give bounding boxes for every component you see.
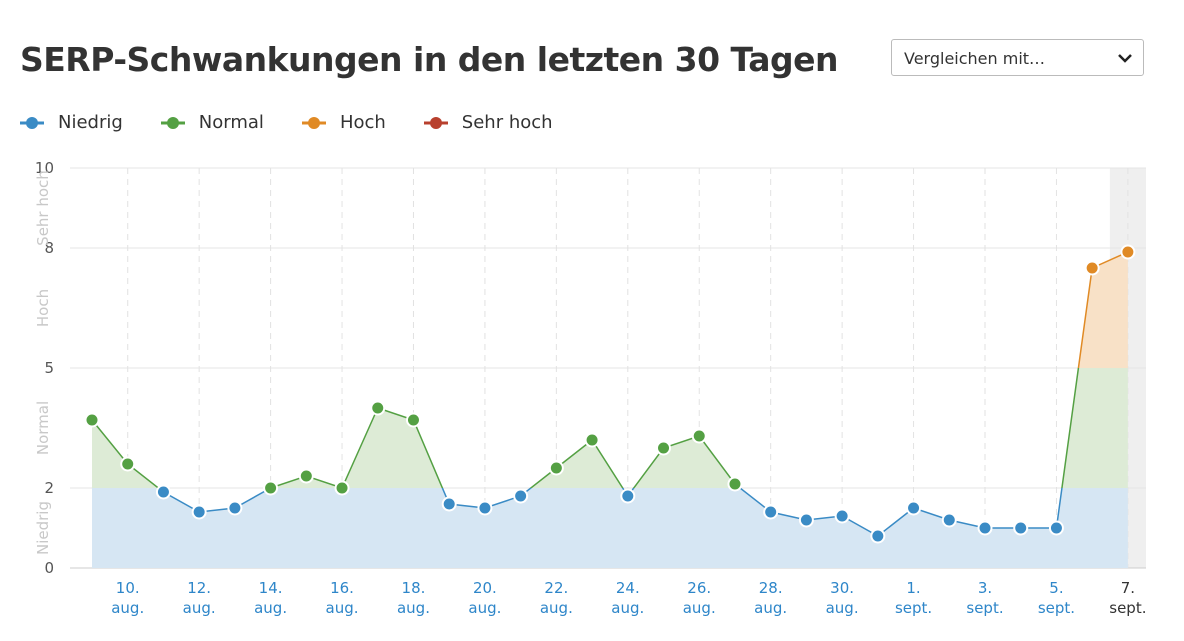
x-tick-label: 20. aug. <box>468 579 502 617</box>
x-tick-label: 10. aug. <box>111 579 145 617</box>
point <box>477 500 493 516</box>
point <box>691 428 707 444</box>
point <box>1013 520 1029 536</box>
legend-label: Hoch <box>339 112 386 133</box>
x-tick-label: 1. sept. <box>894 579 933 617</box>
chevron <box>1118 54 1132 63</box>
legend-label: Normal <box>198 112 264 133</box>
point <box>584 432 600 448</box>
legend-item[interactable]: Niedrig <box>20 112 123 133</box>
level-label: Hoch <box>34 289 52 327</box>
compare-dropdown[interactable]: Vergleichen mit… <box>891 39 1144 76</box>
legend-item[interactable]: Sehr hoch <box>423 112 553 133</box>
x-tick-label: 5. sept. <box>1037 579 1076 617</box>
legend-label: Niedrig <box>58 112 123 133</box>
point <box>1084 260 1100 276</box>
legend-item[interactable]: Normal <box>160 112 264 133</box>
point <box>727 476 743 492</box>
level-label: Niedrig <box>34 501 52 555</box>
point <box>763 504 779 520</box>
x-tick-label: 22. aug. <box>539 579 573 617</box>
point <box>656 440 672 456</box>
x-tick-label: 16. aug. <box>325 579 359 617</box>
point <box>263 480 279 496</box>
x-tick-label: 26. aug. <box>682 579 716 617</box>
x-tick-label: 7. sept. <box>1109 579 1147 617</box>
point <box>334 480 350 496</box>
point <box>227 500 243 516</box>
title: SERP-Schwankungen in den letzten 30 Tage… <box>20 40 839 79</box>
point <box>1048 520 1064 536</box>
point <box>441 496 457 512</box>
point <box>548 460 564 476</box>
point <box>84 412 100 428</box>
legend-marker <box>301 116 326 129</box>
legend-item[interactable]: Hoch <box>301 112 386 133</box>
y-tick-label: 8 <box>44 239 54 257</box>
legend: Niedrig Normal Hoch Sehr hoch <box>20 112 591 133</box>
y-tick-label: 2 <box>44 479 54 497</box>
level-label: Sehr hoch <box>34 170 52 246</box>
x-tick-label: 18. aug. <box>396 579 430 617</box>
legend-marker <box>160 116 185 129</box>
point <box>1120 244 1136 260</box>
x-tick-label: 3. sept. <box>966 579 1004 617</box>
y-tick-label: 10 <box>35 159 54 177</box>
point <box>834 508 850 524</box>
dropdown-label: Vergleichen mit… <box>904 49 1046 68</box>
area <box>92 488 1128 568</box>
point <box>906 500 922 516</box>
point <box>155 484 171 500</box>
point <box>405 412 421 428</box>
point <box>191 504 207 520</box>
point <box>513 488 529 504</box>
y-tick-label: 0 <box>44 559 54 577</box>
point <box>298 468 314 484</box>
x-tick-label: 14. aug. <box>254 579 288 617</box>
line <box>91 368 1080 488</box>
point <box>798 512 814 528</box>
point <box>941 512 957 528</box>
y-tick-label: 5 <box>44 359 54 377</box>
point <box>620 488 636 504</box>
legend-marker <box>423 116 448 129</box>
x-tick-label: 24. aug. <box>611 579 645 617</box>
legend-label: Sehr hoch <box>461 112 553 133</box>
legend-marker <box>20 116 44 129</box>
point <box>370 400 386 416</box>
x-tick-label: 12. aug. <box>182 579 216 617</box>
point <box>120 456 136 472</box>
point <box>870 528 886 544</box>
x-tick-label: 30. aug. <box>825 579 859 617</box>
level-label: Normal <box>34 401 52 455</box>
point <box>977 520 993 536</box>
x-tick-label: 28. aug. <box>754 579 788 617</box>
